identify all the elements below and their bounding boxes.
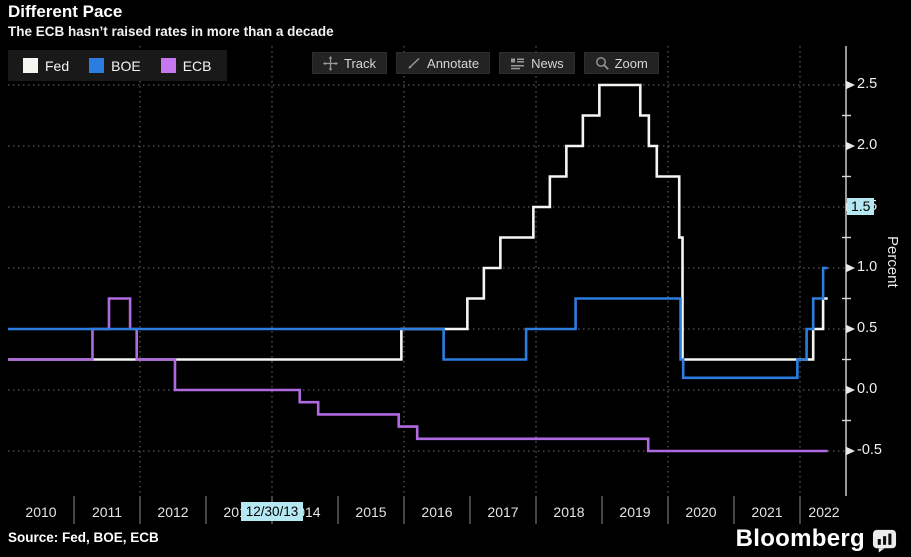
legend-item-boe[interactable]: BOE bbox=[89, 58, 141, 74]
legend-label: ECB bbox=[182, 57, 212, 74]
series-fed-line bbox=[8, 83, 828, 361]
series-boe-line bbox=[8, 266, 828, 380]
button-label: News bbox=[531, 55, 564, 71]
legend-item-fed[interactable]: Fed bbox=[23, 58, 69, 74]
bloomberg-logo: Bloomberg bbox=[735, 525, 865, 552]
bar-chart-icon bbox=[872, 528, 897, 557]
legend-label: Fed bbox=[45, 57, 70, 74]
legend-label: BOE bbox=[111, 57, 141, 74]
track-icon bbox=[323, 55, 338, 71]
page-subtitle: The ECB hasn’t raised rates in more than… bbox=[8, 24, 334, 39]
page-title: Different Pace bbox=[8, 2, 123, 21]
zoom-icon bbox=[595, 56, 609, 70]
track-button[interactable]: Track bbox=[312, 52, 388, 74]
button-label: Track bbox=[344, 55, 377, 71]
button-label: Zoom bbox=[614, 55, 648, 71]
chart-toolbar: Track Annotate News Zoom bbox=[312, 52, 659, 74]
legend-swatch bbox=[89, 58, 105, 73]
source-note: Source: Fed, BOE, ECB bbox=[8, 530, 159, 545]
news-button[interactable]: News bbox=[499, 52, 575, 74]
annotate-icon bbox=[407, 56, 421, 70]
legend-item-ecb[interactable]: ECB bbox=[160, 57, 212, 74]
zoom-button[interactable]: Zoom bbox=[583, 52, 659, 74]
news-icon bbox=[510, 57, 525, 70]
legend-swatch bbox=[23, 58, 38, 73]
annotate-button[interactable]: Annotate bbox=[396, 52, 491, 74]
button-label: Annotate bbox=[427, 55, 480, 71]
chart-legend: Fed BOE ECB bbox=[8, 50, 227, 81]
series-ecb-line bbox=[8, 297, 828, 453]
legend-swatch bbox=[160, 58, 176, 73]
